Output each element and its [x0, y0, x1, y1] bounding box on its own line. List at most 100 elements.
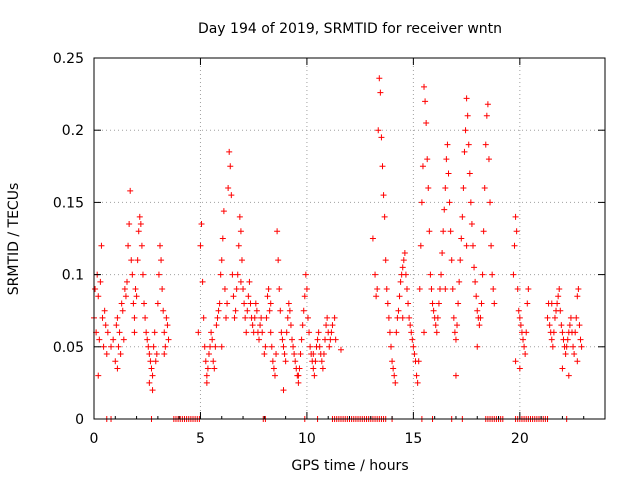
data-point [559, 365, 566, 372]
data-point [438, 271, 445, 278]
data-point [514, 286, 521, 293]
data-point [303, 286, 310, 293]
data-point [114, 365, 121, 372]
data-point [415, 358, 422, 365]
data-point [521, 343, 528, 350]
data-point [462, 127, 469, 134]
y-tick-label: 0.05 [53, 340, 84, 356]
data-point [456, 278, 463, 285]
data-point [263, 314, 270, 321]
data-point [449, 286, 456, 293]
data-point [331, 314, 338, 321]
data-point [565, 372, 572, 379]
data-point [124, 278, 131, 285]
data-point [117, 351, 124, 358]
data-point [574, 293, 581, 300]
data-point [278, 329, 285, 336]
data-point [258, 314, 265, 321]
data-point [147, 358, 154, 365]
data-point [369, 235, 376, 242]
x-tick-label: 20 [511, 431, 529, 447]
data-point [220, 208, 227, 215]
data-point [237, 228, 244, 235]
data-point [246, 278, 253, 285]
data-point [386, 329, 393, 336]
data-point [315, 329, 322, 336]
chart-title: Day 194 of 2019, SRMTID for receiver wnt… [198, 21, 502, 37]
data-point [421, 329, 428, 336]
data-point [406, 314, 413, 321]
data-point [136, 213, 143, 220]
data-point [380, 192, 387, 199]
data-point [253, 307, 260, 314]
data-point [375, 127, 382, 134]
data-point [290, 343, 297, 350]
data-point [285, 300, 292, 307]
data-point [392, 379, 399, 386]
data-point [442, 184, 449, 191]
data-point [228, 192, 235, 199]
y-tick-label: 0.1 [62, 268, 84, 284]
data-point [256, 336, 263, 343]
data-point [143, 329, 150, 336]
data-point [287, 322, 294, 329]
data-point [232, 307, 239, 314]
data-point [516, 314, 523, 321]
data-point [564, 336, 571, 343]
data-point [282, 358, 289, 365]
data-point [454, 322, 461, 329]
data-point [427, 271, 434, 278]
data-point [223, 314, 230, 321]
data-point [301, 293, 308, 300]
data-point [403, 286, 410, 293]
data-point [101, 307, 108, 314]
data-point [141, 300, 148, 307]
data-point [104, 329, 111, 336]
data-point [133, 293, 140, 300]
data-point [146, 379, 153, 386]
data-point [382, 257, 389, 264]
x-tick-label: 0 [90, 431, 99, 447]
data-point [132, 286, 139, 293]
data-point [378, 134, 385, 141]
data-point [297, 351, 304, 358]
data-point [199, 278, 206, 285]
data-point [209, 336, 216, 343]
data-point [318, 358, 325, 365]
data-point [491, 300, 498, 307]
data-point [131, 329, 138, 336]
data-point [236, 213, 243, 220]
data-point [161, 351, 168, 358]
data-point [150, 343, 157, 350]
data-point [152, 358, 159, 365]
data-point [144, 336, 151, 343]
data-point [571, 351, 578, 358]
data-point [224, 300, 231, 307]
data-point [97, 278, 104, 285]
data-point [252, 300, 259, 307]
data-point [310, 365, 317, 372]
data-point [374, 286, 381, 293]
data-point [275, 257, 282, 264]
y-tick-label: 0.2 [62, 123, 84, 139]
data-point [165, 336, 172, 343]
data-point [298, 336, 305, 343]
data-point [211, 365, 218, 372]
data-point [329, 322, 336, 329]
data-point [324, 314, 331, 321]
x-tick-label: 15 [404, 431, 422, 447]
data-point [417, 242, 424, 249]
y-tick-label: 0.15 [53, 195, 84, 211]
data-point [312, 358, 319, 365]
data-point [381, 213, 388, 220]
data-point [306, 329, 313, 336]
data-point [465, 141, 472, 148]
data-point [286, 307, 293, 314]
data-point [524, 300, 531, 307]
data-point [277, 307, 284, 314]
data-point [149, 372, 156, 379]
data-point [572, 329, 579, 336]
data-point [481, 184, 488, 191]
